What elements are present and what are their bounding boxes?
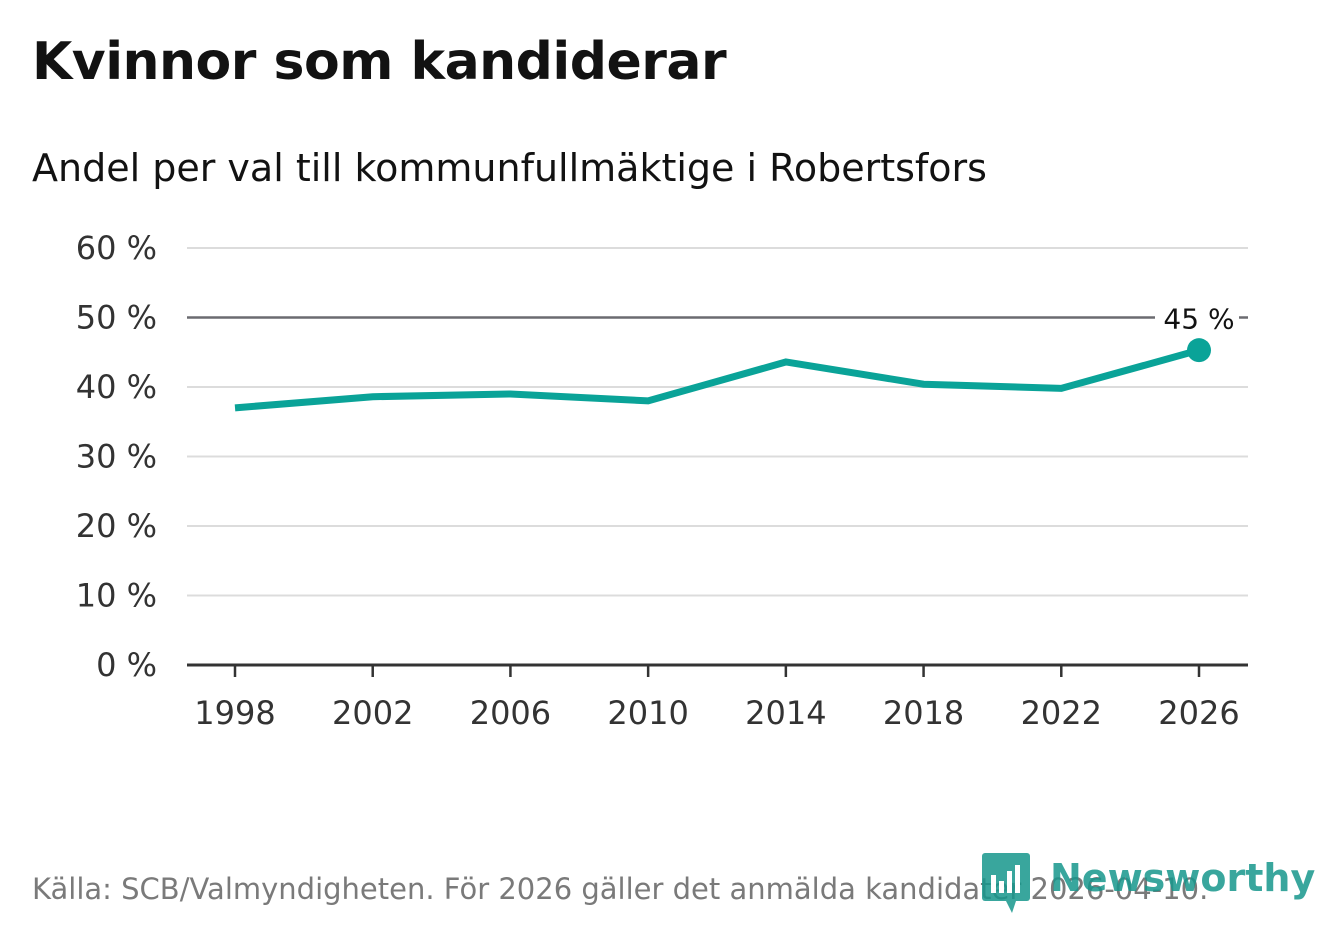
axes: 0 % 10 % 20 % 30 % 40 % 50 % 60 % 1998 2002 2006 2… [76,229,1248,732]
x-tick-label: 2018 [883,694,964,732]
data-label: 45 % [1163,303,1234,336]
bar-chart-speech-bubble-icon [982,853,1030,913]
data-point-2026 [1187,338,1211,363]
chart-subtitle: Andel per val till kommunfullmäktige i R… [32,146,987,190]
y-tick-label: 60 % [76,229,157,267]
x-tick-label: 2006 [470,694,551,732]
y-tick-label: 0 % [96,646,157,684]
x-tick-label: 2022 [1021,694,1102,732]
chart-title: Kvinnor som kandiderar [32,32,727,92]
y-tick-label: 50 % [76,299,157,337]
data-label-background [1155,299,1239,336]
y-tick-label: 30 % [76,438,157,476]
x-tick-label: 2010 [607,694,688,732]
series-line-0 [234,346,1200,412]
y-tick-label: 20 % [76,507,157,545]
series-group [234,338,1211,412]
grid-lines [187,247,1248,597]
x-tick-label: 1998 [194,694,275,732]
x-tick-label: 2026 [1158,694,1239,732]
y-tick-label: 10 % [76,577,157,615]
y-tick-label: 40 % [76,368,157,406]
brand-logo: Newsworthy [982,848,1316,913]
brand-name: Newsworthy [1050,856,1316,900]
x-tick-label: 2002 [332,694,413,732]
x-tick-label: 2014 [745,694,826,732]
labels-group: 45 % [1155,299,1239,336]
